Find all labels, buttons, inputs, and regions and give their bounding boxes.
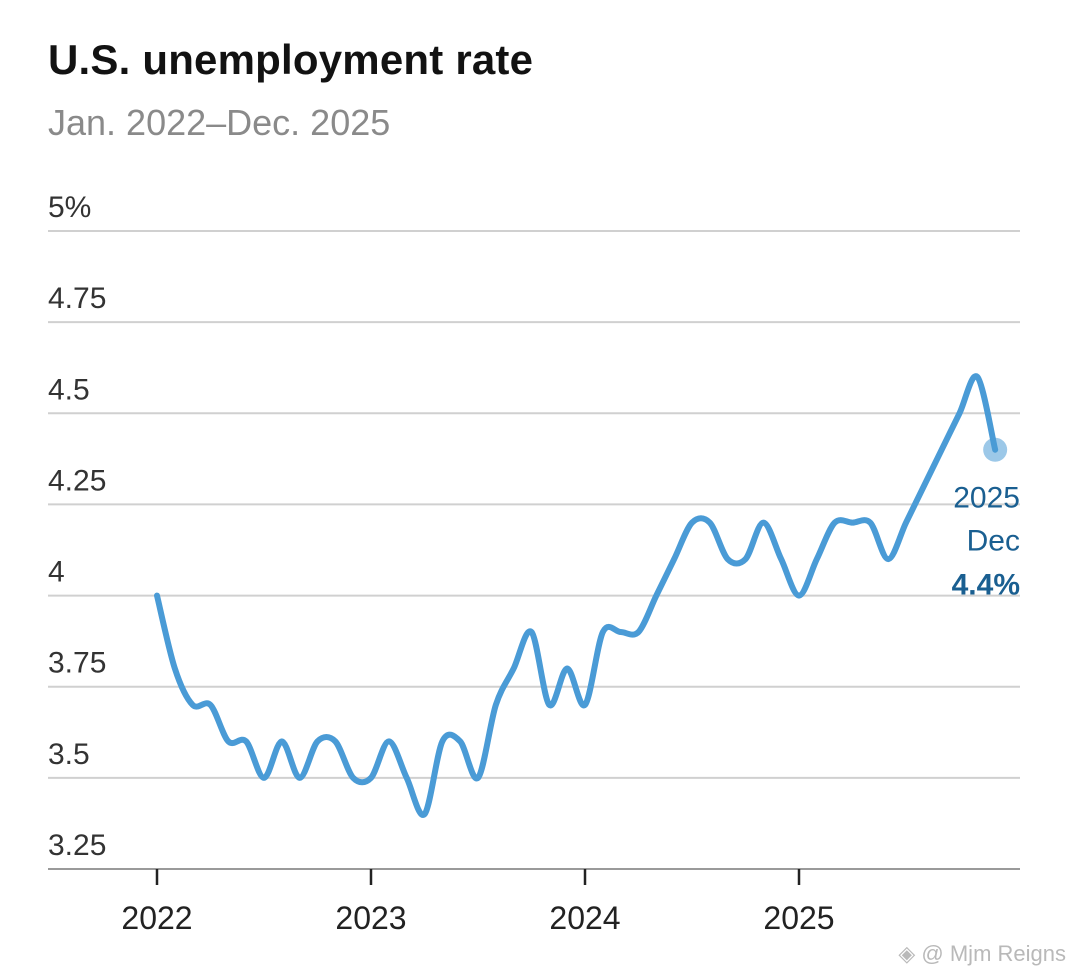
y-tick-label: 4 — [48, 556, 65, 589]
data-point-2023-08 — [493, 702, 499, 708]
data-point-2023-01 — [368, 775, 374, 781]
last-point-marker — [983, 437, 1008, 462]
x-tick-label: 2025 — [763, 900, 834, 936]
data-point-2024-07 — [689, 520, 695, 526]
data-point-2023-10 — [529, 629, 535, 635]
data-point-2022-01 — [154, 593, 160, 599]
data-point-2025-02 — [814, 556, 820, 562]
series-line-unemployment — [154, 373, 999, 818]
data-point-2025-06 — [885, 556, 891, 562]
watermark-icon: ◈ — [898, 941, 922, 966]
data-point-2023-04 — [422, 811, 428, 817]
chart-subtitle: Jan. 2022–Dec. 2025 — [48, 102, 391, 143]
data-point-2025-03 — [832, 520, 838, 526]
data-point-2022-05 — [225, 738, 231, 744]
x-tick-label: 2024 — [549, 900, 620, 936]
data-point-2025-05 — [867, 520, 873, 526]
chart-title: U.S. unemployment rate — [48, 36, 534, 83]
y-tick-label: 3.75 — [48, 647, 106, 680]
data-point-2025-04 — [850, 520, 856, 526]
data-point-2022-07 — [261, 775, 267, 781]
data-point-2022-03 — [190, 702, 196, 708]
data-point-2024-12 — [778, 556, 784, 562]
data-point-2022-09 — [297, 775, 303, 781]
data-point-2023-12 — [564, 665, 570, 671]
data-point-2022-06 — [243, 738, 249, 744]
y-tick-label: 3.25 — [48, 829, 106, 862]
data-point-2024-09 — [725, 556, 731, 562]
y-tick-label: 5% — [48, 191, 91, 224]
data-point-2024-05 — [653, 593, 659, 599]
data-point-2025-07 — [903, 520, 909, 526]
data-point-2024-10 — [743, 556, 749, 562]
watermark: ◈ @ Mjm Reigns — [898, 941, 1066, 967]
data-point-2022-02 — [172, 665, 178, 671]
data-point-2024-08 — [707, 520, 713, 526]
x-tick-label: 2022 — [121, 900, 192, 936]
data-point-2022-12 — [350, 775, 356, 781]
data-point-2022-04 — [208, 702, 214, 708]
data-point-2024-04 — [636, 629, 642, 635]
data-point-2025-11 — [974, 374, 980, 380]
y-tick-label: 3.5 — [48, 738, 90, 771]
data-point-2023-11 — [546, 702, 552, 708]
data-point-2023-06 — [457, 738, 463, 744]
data-point-2024-03 — [618, 629, 624, 635]
data-point-2024-01 — [582, 702, 588, 708]
annotation-value: 4.4% — [952, 569, 1020, 602]
data-point-2023-09 — [511, 665, 517, 671]
data-point-2023-05 — [439, 738, 445, 744]
data-point-2022-08 — [279, 738, 285, 744]
data-point-2025-09 — [939, 447, 945, 453]
data-point-2025-10 — [957, 410, 963, 416]
data-point-2022-10 — [315, 738, 321, 744]
data-point-2023-03 — [404, 775, 410, 781]
data-point-2024-06 — [671, 556, 677, 562]
data-point-2024-02 — [600, 629, 606, 635]
x-tick-label: 2023 — [335, 900, 406, 936]
data-point-2023-07 — [475, 775, 481, 781]
annotation-month: Dec — [967, 525, 1020, 558]
annotation-year: 2025 — [953, 482, 1020, 515]
data-point-2022-11 — [332, 738, 338, 744]
watermark-text: @ Mjm Reigns — [921, 941, 1066, 966]
data-point-2023-02 — [386, 738, 392, 744]
data-point-2024-11 — [760, 520, 766, 526]
y-tick-label: 4.75 — [48, 282, 106, 315]
y-tick-label: 4.5 — [48, 373, 90, 406]
data-point-2025-08 — [921, 483, 927, 489]
data-point-2025-01 — [796, 593, 802, 599]
y-tick-label: 4.25 — [48, 464, 106, 497]
